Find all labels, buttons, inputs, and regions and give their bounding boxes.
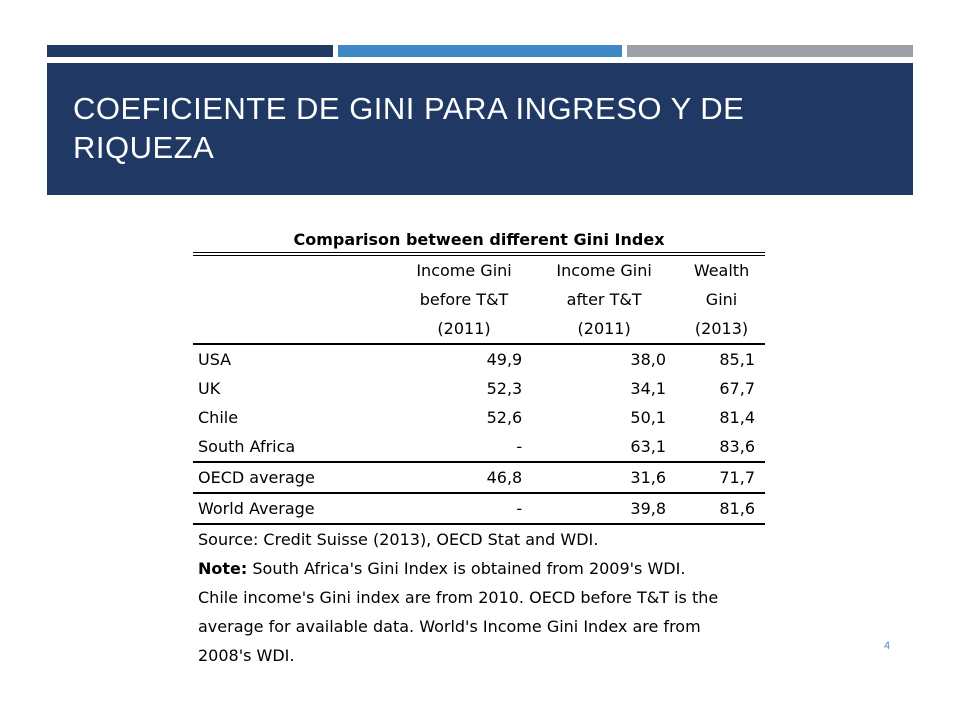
gini-table: Income Gini Income Gini Wealth before T&… xyxy=(193,256,765,525)
accent-bar-dark-blue xyxy=(47,45,333,57)
note-line: Chile income's Gini index are from 2010.… xyxy=(198,588,719,607)
header-cell: (2013) xyxy=(678,314,765,345)
note-label: Note: xyxy=(198,559,248,578)
header-cell: Wealth xyxy=(693,261,750,280)
source-line: Source: Credit Suisse (2013), OECD Stat … xyxy=(198,530,599,549)
value-cell: 39,8 xyxy=(530,492,679,525)
country-cell: OECD average xyxy=(193,461,398,493)
title-banner: COEFICIENTE DE GINI PARA INGRESO Y DE RI… xyxy=(47,63,913,195)
country-cell: South Africa xyxy=(198,437,296,456)
header-cell xyxy=(193,285,398,314)
note-line: average for available data. World's Inco… xyxy=(198,617,701,636)
value-cell: 71,7 xyxy=(678,461,765,493)
header-cell: Income Gini xyxy=(416,261,512,280)
table-row: World Average - 39,8 81,6 xyxy=(193,492,765,525)
value-cell: 81,4 xyxy=(719,408,755,427)
accent-bar-gray xyxy=(627,45,913,57)
value-cell: - xyxy=(397,492,531,525)
value-cell: 63,1 xyxy=(630,437,667,456)
page-number: 4 xyxy=(884,640,891,652)
value-cell: 52,3 xyxy=(486,379,523,398)
header-cell: (2011) xyxy=(530,314,679,345)
header-cell: Income Gini xyxy=(556,261,652,280)
table-row: OECD average 46,8 31,6 71,7 xyxy=(193,461,765,493)
value-cell: 85,1 xyxy=(719,350,755,369)
value-cell: - xyxy=(516,437,523,456)
value-cell: 34,1 xyxy=(630,379,667,398)
header-cell xyxy=(193,256,398,285)
table-row: South Africa - 63,1 83,6 xyxy=(193,432,765,462)
table-notes: Source: Credit Suisse (2013), OECD Stat … xyxy=(193,525,765,670)
table-row: UK 52,3 34,1 67,7 xyxy=(193,374,765,403)
country-cell: UK xyxy=(198,379,221,398)
note-line: Note: South Africa's Gini Index is obtai… xyxy=(198,554,765,583)
accent-bar-mid-blue xyxy=(338,45,622,57)
value-cell: 50,1 xyxy=(630,408,667,427)
value-cell: 31,6 xyxy=(530,461,679,493)
value-cell: 81,6 xyxy=(678,492,765,525)
table-row: USA 49,9 38,0 85,1 xyxy=(193,344,765,374)
value-cell: 49,9 xyxy=(486,350,523,369)
country-cell: World Average xyxy=(193,492,398,525)
value-cell: 67,7 xyxy=(719,379,755,398)
gini-table-figure: Comparison between different Gini Index … xyxy=(193,228,765,670)
header-cell: before T&T xyxy=(419,290,509,309)
header-cell xyxy=(193,314,398,345)
header-cell: (2011) xyxy=(397,314,531,345)
table-row: Chile 52,6 50,1 81,4 xyxy=(193,403,765,432)
header-row: (2011) (2011) (2013) xyxy=(193,314,765,345)
header-row: before T&T after T&T Gini xyxy=(193,285,765,314)
value-cell: 83,6 xyxy=(719,437,755,456)
note-line: 2008's WDI. xyxy=(198,646,295,665)
table-caption: Comparison between different Gini Index xyxy=(193,228,765,256)
value-cell: 38,0 xyxy=(630,350,667,369)
note-text: South Africa's Gini Index is obtained fr… xyxy=(247,559,686,578)
value-cell: 46,8 xyxy=(397,461,531,493)
country-cell: USA xyxy=(198,350,232,369)
value-cell: 52,6 xyxy=(486,408,523,427)
header-cell: Gini xyxy=(705,290,738,309)
header-cell: after T&T xyxy=(566,290,642,309)
header-row: Income Gini Income Gini Wealth xyxy=(193,256,765,285)
country-cell: Chile xyxy=(198,408,239,427)
slide-title: COEFICIENTE DE GINI PARA INGRESO Y DE RI… xyxy=(73,91,745,165)
